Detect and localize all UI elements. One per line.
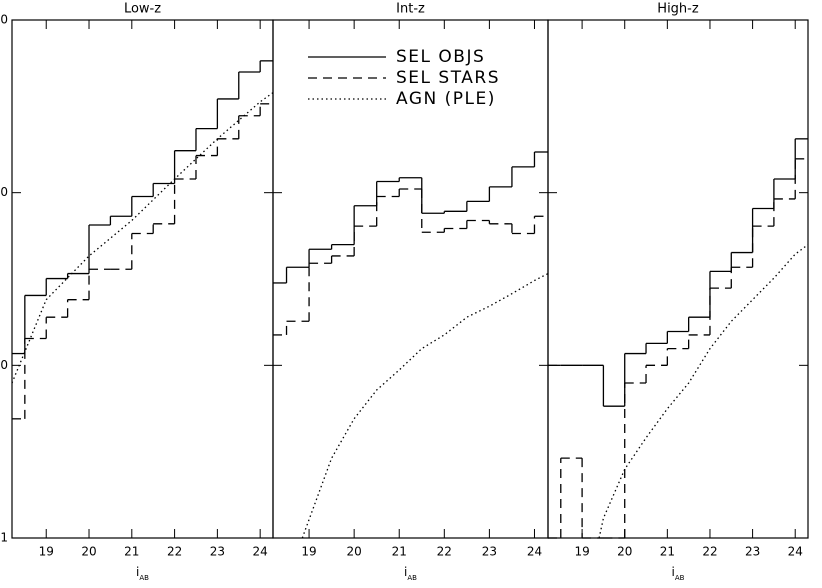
x-tick-label: 21 [124,545,139,559]
x-tick-label: 22 [167,545,182,559]
x-axis-label-main: i [404,565,407,579]
model-curve [11,92,274,384]
model-curve [598,244,809,539]
x-tick-label: 23 [482,545,497,559]
x-tick-label: 22 [702,545,717,559]
x-axis-label-sub: AB [407,574,417,582]
x-tick-label: 20 [617,545,632,559]
x-tick-label: 23 [745,545,760,559]
x-axis-label: iAB [136,565,149,583]
x-tick-label: 21 [392,545,407,559]
x-axis-label-main: i [672,565,675,579]
x-tick-label: 19 [301,545,316,559]
legend-label: SEL OBJS [396,47,485,67]
y-tick-label: 10 [0,358,8,372]
x-tick-label: 19 [574,545,589,559]
x-axis-label-sub: AB [675,574,685,582]
panel-frame [547,19,809,539]
legend-label: AGN (PLE) [396,89,496,109]
x-tick-label: 21 [660,545,675,559]
panel-title: Int-z [396,2,425,17]
panel-title: High-z [657,2,699,17]
x-axis-label-sub: AB [139,574,149,582]
x-tick-label: 22 [437,545,452,559]
model-curve [301,273,549,539]
x-axis-label: iAB [404,565,417,583]
x-tick-label: 19 [39,545,54,559]
x-axis-label: iAB [672,565,685,583]
x-tick-label: 24 [253,545,268,559]
x-tick-label: 20 [347,545,362,559]
x-axis-label-main: i [136,565,139,579]
x-tick-label: 23 [210,545,225,559]
y-tick-label: 100 [0,185,8,199]
panel-title: Low-z [124,2,161,17]
y-tick-label: 1 [0,531,8,545]
legend-label: SEL STARS [396,68,500,88]
x-tick-label: 20 [81,545,96,559]
x-tick-label: 24 [527,545,542,559]
x-tick-label: 24 [788,545,803,559]
